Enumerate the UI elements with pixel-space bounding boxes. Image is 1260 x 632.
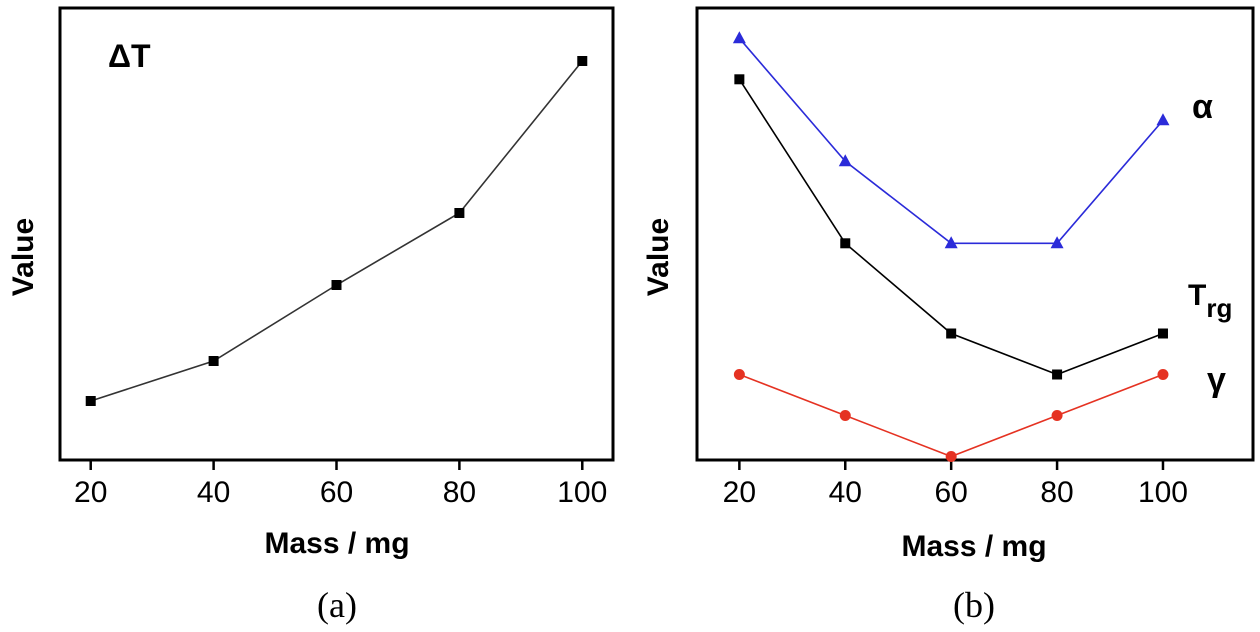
data-point-b-s0-60 <box>944 236 958 249</box>
series-line-b-s2 <box>739 373 1164 458</box>
x-tick-label-b-80: 80 <box>1040 476 1073 509</box>
data-point-b-trg-60 <box>946 328 957 339</box>
data-point-a-t-60 <box>331 280 342 290</box>
data-point-b-trg-80 <box>1052 369 1063 380</box>
x-ticks-a: 20 40 60 80 100 <box>74 460 607 509</box>
series-line-b-s0 <box>738 37 1164 245</box>
data-point-b-trg-100 <box>1157 328 1168 339</box>
y-axis-label-a: Value <box>7 218 40 296</box>
x-tick-label-b-20: 20 <box>723 476 756 509</box>
marks-b <box>732 31 1170 462</box>
data-point-b-s2-40 <box>839 410 851 421</box>
data-point-b-s0-100 <box>1156 113 1170 126</box>
marks-a <box>85 56 588 406</box>
x-axis-label-b: Mass / mg <box>901 530 1046 563</box>
series-label-trg: Trg <box>1188 279 1232 323</box>
series-label-gamma: γ <box>1207 361 1226 399</box>
data-point-b-s0-40 <box>838 154 852 167</box>
data-point-a-t-20 <box>85 396 96 406</box>
x-ticks-b: 20 40 60 80 100 <box>723 460 1188 509</box>
plot-frame-a <box>58 6 615 462</box>
data-point-b-s0-20 <box>732 31 746 44</box>
series-line-a-t <box>90 60 583 402</box>
series-label-alpha: α <box>1192 88 1213 126</box>
series-label-trg-main: T <box>1188 279 1206 312</box>
data-point-b-trg-20 <box>734 74 745 85</box>
data-point-a-t-40 <box>208 356 219 366</box>
data-point-a-t-80 <box>454 208 465 218</box>
x-tick-label-a-100: 100 <box>557 476 607 509</box>
x-tick-label-a-60: 60 <box>320 476 353 509</box>
x-tick-label-b-100: 100 <box>1138 476 1188 509</box>
caption-a: (a) <box>317 585 357 625</box>
series-label-trg-sub: rg <box>1206 293 1232 323</box>
x-tick-label-a-40: 40 <box>197 476 230 509</box>
x-axis-label-a: Mass / mg <box>264 527 409 560</box>
data-point-b-trg-40 <box>840 238 851 249</box>
x-tick-label-a-20: 20 <box>74 476 107 509</box>
data-point-b-s2-100 <box>1157 369 1169 380</box>
x-tick-label-a-80: 80 <box>443 476 476 509</box>
plot-frame-b <box>695 6 1255 462</box>
panel-b: Value Mass / mg (b) α Trg γ 20 40 60 80 100 <box>642 6 1255 625</box>
panel-a: Value Mass / mg (a) ΔT 20 40 60 80 100 <box>7 6 615 625</box>
data-point-b-s0-80 <box>1050 236 1064 249</box>
series-label-delta-t: ΔT <box>108 38 151 74</box>
data-point-b-s2-20 <box>733 369 745 380</box>
caption-b: (b) <box>953 585 995 625</box>
data-point-b-s2-80 <box>1051 410 1063 421</box>
y-axis-label-b: Value <box>642 218 675 296</box>
data-point-b-s2-60 <box>945 451 957 462</box>
data-point-a-t-100 <box>577 56 588 66</box>
x-tick-label-b-60: 60 <box>934 476 967 509</box>
x-tick-label-b-40: 40 <box>829 476 862 509</box>
